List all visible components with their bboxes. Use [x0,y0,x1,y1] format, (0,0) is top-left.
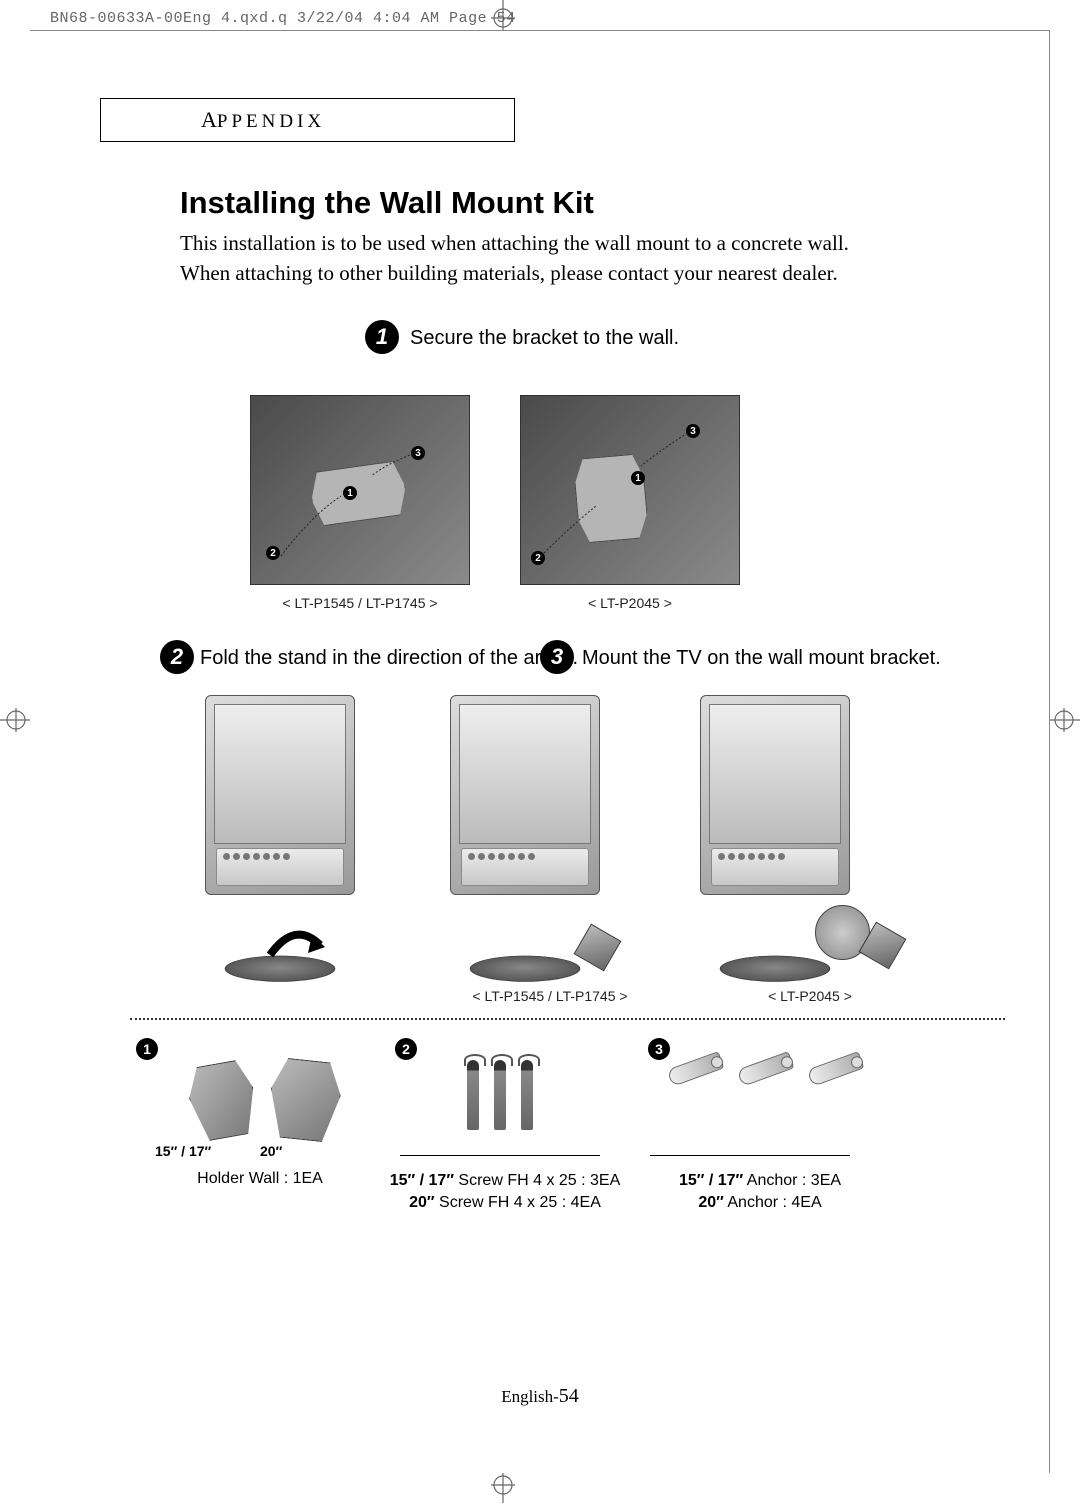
intro-line-2: When attaching to other building materia… [180,258,940,288]
page-number: English-54 [0,1385,1080,1408]
trim-line-top [30,30,1050,31]
figure-1b-caption: < LT-P2045 > [525,595,735,611]
part3-caption: 15″ / 17″ Anchor : 3EA 20″ Anchor : 4EA [630,1170,890,1215]
tv-ports-icon [223,853,337,863]
part3-line2: 20″ Anchor : 4EA [630,1192,890,1214]
figure-bracket-small: 1 2 3 [250,395,470,585]
tv-ports-icon [718,853,832,863]
parts-anchors [645,1060,885,1078]
anchor-icon [806,1051,864,1087]
trim-line-right [1049,30,1050,1473]
figure-tv-fold [205,695,400,955]
screw-icon [521,1060,533,1130]
part2-line2: 20″ Screw FH 4 x 25 : 4EA [375,1192,635,1214]
page-number-prefix: English- [501,1387,559,1406]
anchor-icon [736,1051,794,1087]
section-header-box: APPENDIX [100,98,515,142]
tv-body-icon [205,695,355,895]
part2-line1: 15″ / 17″ Screw FH 4 x 25 : 3EA [375,1170,635,1192]
part1-size-a: 15″ / 17″ [155,1143,211,1159]
part1-size-b: 20″ [260,1143,282,1159]
tv-body-icon [450,695,600,895]
crop-mark-top-icon [483,0,523,30]
figure-tv-mount-large [700,695,895,955]
crop-mark-bottom-icon [483,1473,523,1503]
part1-caption: Holder Wall : 1EA [135,1170,385,1188]
part2-underline [400,1155,600,1156]
part3-line1: 15″ / 17″ Anchor : 3EA [630,1170,890,1192]
holder-wall-icon [184,1057,261,1142]
tv-stand-icon [714,956,835,982]
fold-arrow-icon [260,915,330,965]
mount-bracket-icon [574,924,622,972]
figure-2b-caption: < LT-P1545 / LT-P1745 > [430,988,670,1004]
part2-caption: 15″ / 17″ Screw FH 4 x 25 : 3EA 20″ Scre… [375,1170,635,1215]
tv-screen-icon [459,704,591,844]
step-3-bullet: 3 [540,640,574,674]
tv-ports-icon [468,853,582,863]
tv-panel-icon [216,848,344,886]
tv-body-icon [700,695,850,895]
part-3-bullet: 3 [648,1038,670,1060]
crop-mark-left-icon [0,700,30,740]
part3-underline [650,1155,850,1156]
guide-lines-icon [521,396,739,584]
crop-mark-right-icon [1050,700,1080,740]
guide-lines-icon [251,396,469,584]
step-2-bullet: 2 [160,640,194,674]
holder-wall-icon [266,1057,344,1144]
page-title: Installing the Wall Mount Kit [180,185,594,221]
dotted-divider [130,1018,1005,1020]
figure-2c-caption: < LT-P2045 > [700,988,920,1004]
tv-screen-icon [709,704,841,844]
parts-screws [395,1060,605,1130]
step-1-bullet: 1 [365,320,399,354]
tv-stand-icon [464,956,585,982]
section-header-label: APPENDIX [201,107,325,133]
step-1-text: Secure the bracket to the wall. [410,327,679,350]
page-number-value: 54 [559,1385,579,1407]
section-header-first-letter: A [201,107,217,132]
parts-holder-wall [150,1060,380,1140]
tv-panel-icon [711,848,839,886]
figure-bracket-large: 1 2 3 [520,395,740,585]
screw-icon [494,1060,506,1130]
tv-panel-icon [461,848,589,886]
intro-paragraph: This installation is to be used when att… [180,228,940,289]
part-2-bullet: 2 [395,1038,417,1060]
step-3-text: Mount the TV on the wall mount bracket. [582,647,941,670]
tv-screen-icon [214,704,346,844]
step-2-text: Fold the stand in the direction of the a… [200,647,578,670]
figure-tv-mount-small [450,695,645,955]
figure-1a-caption: < LT-P1545 / LT-P1745 > [255,595,465,611]
intro-line-1: This installation is to be used when att… [180,228,940,258]
print-job-header: BN68-00633A-00Eng 4.qxd.q 3/22/04 4:04 A… [50,10,516,27]
part-1-bullet: 1 [136,1038,158,1060]
section-header-rest: PPENDIX [217,111,325,132]
screw-icon [467,1060,479,1130]
anchor-icon [666,1051,724,1087]
